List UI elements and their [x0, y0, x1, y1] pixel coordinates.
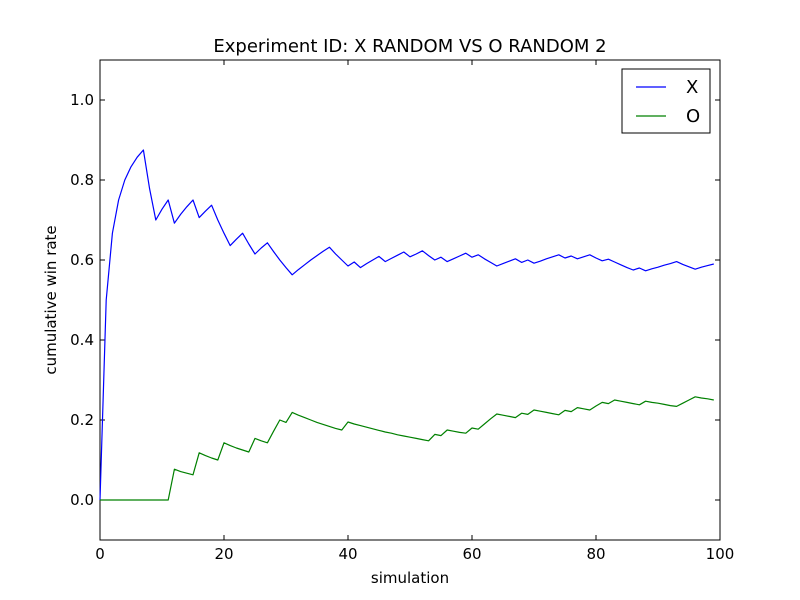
series-line-o	[100, 396, 714, 501]
x-tick-label: 40	[338, 545, 357, 563]
x-tick-label: 20	[214, 545, 233, 563]
y-tick-label: 1.0	[70, 91, 94, 109]
x-tick-label: 0	[95, 545, 105, 563]
x-axis-label: simulation	[371, 569, 449, 587]
y-tick-label: 0.0	[70, 491, 94, 509]
legend-box	[621, 68, 711, 134]
legend: XO	[621, 68, 711, 134]
x-tick-label: 60	[462, 545, 481, 563]
legend-label-x: X	[686, 77, 698, 98]
axes-frame	[99, 59, 721, 541]
chart-title: Experiment ID: X RANDOM VS O RANDOM 2	[213, 36, 606, 57]
y-tick-label: 0.4	[70, 331, 94, 349]
x-axis: 0 20 40 60 80 100	[95, 60, 734, 563]
series-line-x	[99, 149, 714, 501]
plot-area: 0 20 40 60 80 100 0.0 0.2 0.4 0.6 0.8 1.0	[70, 59, 734, 563]
legend-label-o: O	[686, 106, 700, 127]
series-lines	[99, 149, 714, 501]
y-axis: 0.0 0.2 0.4 0.6 0.8 1.0	[70, 91, 720, 509]
y-tick-label: 0.6	[70, 251, 94, 269]
y-axis-label: cumulative win rate	[42, 225, 60, 374]
y-tick-label: 0.2	[70, 411, 94, 429]
x-tick-label: 80	[586, 545, 605, 563]
y-tick-label: 0.8	[70, 171, 94, 189]
x-tick-label: 100	[706, 545, 735, 563]
